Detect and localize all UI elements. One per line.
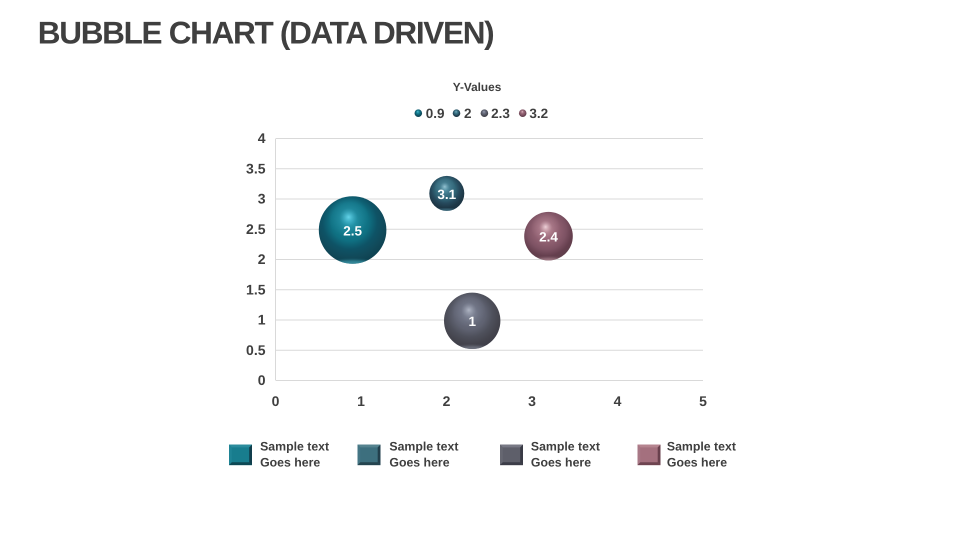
svg-text:Sample text: Sample text (260, 440, 329, 454)
svg-text:0.9: 0.9 (426, 106, 445, 121)
svg-text:2.3: 2.3 (491, 106, 510, 121)
svg-text:Y-Values: Y-Values (453, 80, 502, 94)
svg-text:3.1: 3.1 (437, 187, 456, 202)
svg-text:3.5: 3.5 (246, 160, 266, 176)
svg-text:Goes here: Goes here (389, 456, 449, 470)
svg-text:Goes here: Goes here (667, 456, 727, 470)
svg-text:1: 1 (357, 393, 365, 409)
svg-text:3: 3 (258, 191, 266, 207)
svg-text:0: 0 (272, 393, 280, 409)
svg-text:4: 4 (258, 130, 266, 146)
svg-text:2: 2 (258, 251, 266, 267)
svg-text:Sample text: Sample text (389, 440, 458, 454)
svg-text:1: 1 (258, 312, 266, 328)
svg-text:1.5: 1.5 (246, 281, 266, 297)
svg-text:2.5: 2.5 (246, 221, 266, 237)
svg-text:Goes here: Goes here (260, 456, 320, 470)
svg-text:Sample text: Sample text (667, 440, 736, 454)
svg-text:0: 0 (258, 372, 266, 388)
svg-text:2: 2 (443, 393, 451, 409)
svg-text:BUBBLE CHART (DATA DRIVEN): BUBBLE CHART (DATA DRIVEN) (38, 15, 494, 51)
svg-text:1: 1 (468, 314, 476, 329)
svg-text:0.5: 0.5 (246, 342, 266, 358)
svg-text:4: 4 (614, 393, 622, 409)
svg-text:3.2: 3.2 (529, 106, 548, 121)
svg-text:2.4: 2.4 (539, 230, 558, 245)
svg-text:2.5: 2.5 (343, 224, 362, 239)
svg-text:Sample text: Sample text (531, 440, 600, 454)
svg-text:2: 2 (464, 106, 472, 121)
svg-text:Goes here: Goes here (531, 456, 591, 470)
svg-text:3: 3 (528, 393, 536, 409)
svg-text:5: 5 (699, 393, 707, 409)
